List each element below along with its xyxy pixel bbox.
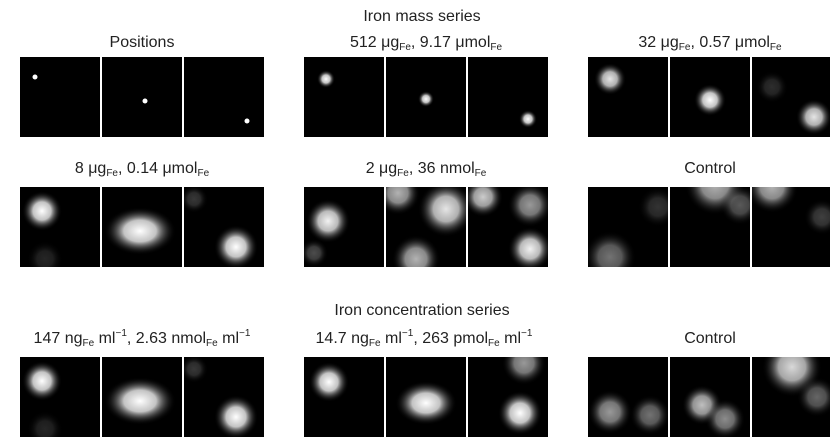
signal-spot	[588, 231, 636, 267]
signal-spot	[317, 70, 335, 88]
signal-spot	[804, 199, 830, 235]
image-frame	[20, 57, 100, 137]
concentration-series-title: Iron concentration series	[334, 302, 510, 319]
signal-spot	[27, 411, 63, 437]
signal-spot	[508, 187, 548, 227]
signal-spot	[752, 187, 798, 213]
mass-series-title: Iron mass series	[363, 8, 481, 25]
panel-label-conc-control: Control	[684, 330, 736, 347]
signal-spot	[468, 187, 503, 217]
signal-spot	[32, 74, 38, 80]
signal-spot	[720, 187, 750, 225]
signal-spot	[22, 361, 62, 401]
signal-spot	[638, 187, 668, 227]
image-frame	[670, 57, 750, 137]
signal-spot	[594, 63, 626, 95]
signal-spot	[630, 395, 668, 435]
panel-label-mass-512: 512 μgFe, 9.17 μmolFe	[349, 34, 503, 53]
image-frame	[468, 187, 548, 267]
panel-mass-8	[20, 187, 264, 267]
panel-label-conc-147: 147 ngFe ml−1, 2.63 nmolFe ml−1	[33, 328, 251, 349]
image-frame	[184, 357, 264, 437]
image-frame	[468, 357, 548, 437]
image-frame	[468, 57, 548, 137]
signal-spot	[184, 187, 208, 213]
panel-mass-control	[588, 187, 830, 267]
image-frame	[752, 187, 830, 267]
panel-label-conc-14-7: 14.7 ngFe ml−1, 263 pmolFe ml−1	[315, 328, 533, 349]
signal-spot	[588, 390, 632, 434]
panel-mass-32	[588, 57, 830, 137]
signal-spot	[756, 71, 788, 103]
panel-positions	[20, 57, 264, 137]
panel-label-mass-control: Control	[684, 160, 736, 177]
image-frame	[304, 187, 384, 267]
panel-conc-14-7	[304, 357, 548, 437]
signal-spot	[142, 98, 148, 104]
signal-spot	[418, 187, 466, 237]
image-frame	[304, 357, 384, 437]
panel-conc-control	[588, 357, 830, 437]
image-frame	[752, 357, 830, 437]
image-frame	[588, 57, 668, 137]
signal-spot	[519, 110, 537, 128]
signal-spot	[309, 362, 349, 402]
signal-spot	[306, 199, 350, 243]
signal-spot	[104, 377, 176, 425]
signal-spot	[386, 187, 420, 215]
panel-mass-512	[304, 57, 548, 137]
image-frame	[588, 187, 668, 267]
signal-spot	[104, 207, 176, 255]
signal-spot	[694, 84, 726, 116]
image-frame	[102, 187, 182, 267]
image-frame	[386, 57, 466, 137]
signal-spot	[498, 391, 542, 435]
image-frame	[20, 187, 100, 267]
signal-spot	[392, 235, 440, 267]
panel-label-mass-32: 32 μgFe, 0.57 μmolFe	[638, 34, 782, 53]
image-frame	[184, 57, 264, 137]
image-frame	[588, 357, 668, 437]
image-frame	[386, 187, 466, 267]
image-frame	[304, 57, 384, 137]
image-frame	[184, 187, 264, 267]
panel-label-mass-2: 2 μgFe, 36 nmolFe	[365, 160, 487, 179]
signal-spot	[502, 357, 546, 385]
signal-spot	[214, 225, 258, 267]
signal-spot	[395, 381, 457, 425]
image-frame	[102, 57, 182, 137]
signal-spot	[22, 191, 62, 231]
signal-spot	[184, 357, 208, 383]
signal-spot	[27, 241, 63, 267]
signal-spot	[705, 399, 745, 437]
panel-label-positions: Positions	[109, 34, 175, 51]
image-frame	[670, 357, 750, 437]
signal-spot	[418, 91, 434, 107]
image-frame	[670, 187, 750, 267]
signal-spot	[214, 395, 258, 437]
signal-spot	[508, 227, 548, 267]
signal-spot	[304, 239, 328, 267]
signal-spot	[797, 377, 830, 417]
image-frame	[102, 357, 182, 437]
image-frame	[20, 357, 100, 437]
panel-conc-147	[20, 357, 264, 437]
signal-spot	[796, 99, 830, 135]
panel-label-mass-8: 8 μgFe, 0.14 μmolFe	[74, 160, 210, 179]
image-frame	[386, 357, 466, 437]
signal-spot	[244, 118, 250, 124]
panel-mass-2	[304, 187, 548, 267]
image-frame	[752, 57, 830, 137]
